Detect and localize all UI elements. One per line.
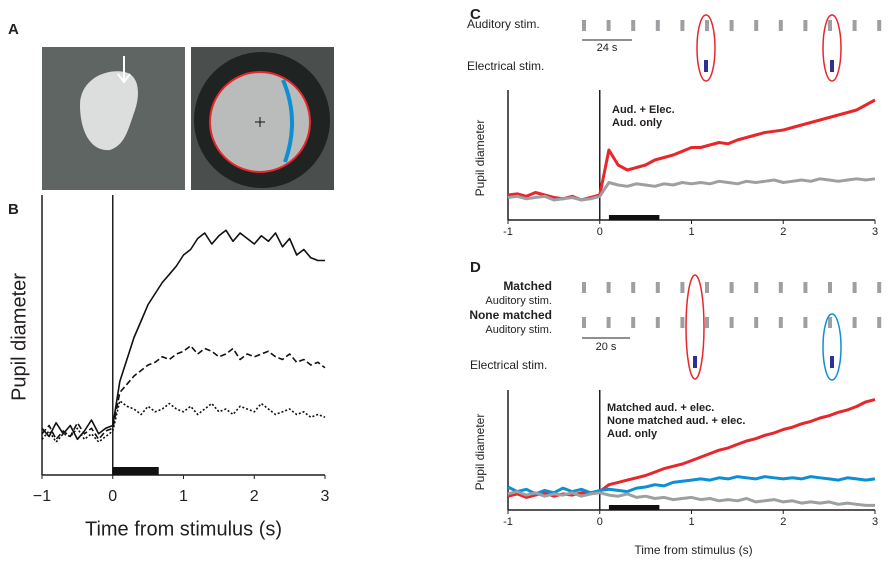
schematic-tick [631, 20, 636, 31]
schematic-tick [655, 282, 660, 293]
x-tick-label: 2 [780, 516, 786, 528]
legend-entry: None matched aud. + elec. [607, 415, 745, 427]
electrical-stim [830, 60, 834, 72]
schematic-tick [705, 282, 709, 293]
x-tick-label: 1 [179, 488, 188, 505]
schematic-tick [877, 20, 882, 31]
stimulus-bar [608, 215, 660, 220]
highlight [685, 274, 705, 380]
schematic-tick [631, 317, 636, 328]
schematic-tick [778, 282, 783, 293]
schematic-tick [754, 317, 759, 328]
schematic-tick [877, 282, 882, 293]
schematic-tick [582, 282, 586, 293]
schematic-tick [680, 317, 685, 328]
x-tick-label: -1 [503, 516, 513, 528]
schematic-tick [778, 20, 783, 31]
x-tick-label: 0 [597, 516, 603, 528]
y-axis-label: Pupil diameter [8, 273, 30, 401]
schematic-label: Auditory stim. [485, 324, 552, 336]
x-tick-label: 3 [321, 488, 330, 505]
panel-label: A [8, 21, 19, 38]
x-tick-label: 0 [597, 226, 603, 238]
schematic-tick [705, 20, 709, 31]
pupil-image-raw [42, 47, 185, 190]
schematic-tick [631, 282, 636, 293]
schematic-tick [680, 20, 685, 31]
panel-label: B [8, 201, 19, 218]
scale-bar-label: 20 s [596, 341, 617, 353]
x-tick-label: 2 [780, 226, 786, 238]
highlight [822, 313, 842, 381]
schematic-tick [606, 20, 611, 31]
schematic-tick [828, 317, 832, 328]
schematic-label: Electrical stim. [470, 358, 547, 372]
schematic-tick [828, 20, 832, 31]
schematic-tick [582, 20, 586, 31]
x-tick-label: 0 [108, 488, 117, 505]
highlight [822, 14, 842, 82]
line-series [507, 177, 876, 202]
schematic-tick [803, 20, 808, 31]
schematic-tick [655, 20, 660, 31]
schematic-tick [778, 317, 783, 328]
y-axis-label: Pupil diameter [473, 120, 487, 197]
schematic-tick [729, 317, 734, 328]
x-tick-label: −1 [33, 488, 51, 505]
schematic-tick [705, 317, 709, 328]
line-series [41, 400, 326, 443]
highlight [696, 14, 716, 82]
x-tick-label: -1 [503, 226, 513, 238]
schematic-label: None matched [469, 308, 552, 322]
schematic-tick [655, 317, 660, 328]
x-tick-label: 1 [688, 226, 694, 238]
schematic-tick [754, 20, 759, 31]
x-tick-label: 3 [872, 226, 878, 238]
legend-entry: Matched aud. + elec. [607, 402, 714, 414]
x-axis-label: Time from stimulus (s) [634, 543, 752, 557]
schematic-tick [803, 282, 808, 293]
schematic-label: Auditory stim. [467, 17, 540, 31]
schematic-tick [828, 282, 832, 293]
line-series [41, 345, 326, 441]
schematic-tick [606, 282, 611, 293]
y-axis-label: Pupil diameter [473, 414, 487, 491]
schematic-tick [877, 317, 882, 328]
schematic-label: Electrical stim. [467, 59, 544, 73]
schematic-tick [852, 317, 857, 328]
schematic-tick [582, 317, 586, 328]
schematic-tick [729, 282, 734, 293]
schematic-tick [754, 282, 759, 293]
legend-entry: Aud. + Elec. [612, 104, 675, 116]
electrical-stim [830, 356, 834, 368]
schematic-label: Matched [503, 279, 552, 293]
x-tick-label: 3 [872, 516, 878, 528]
schematic-tick [803, 317, 808, 328]
line-series [507, 475, 876, 496]
schematic-label: Auditory stim. [485, 295, 552, 307]
schematic-tick [729, 20, 734, 31]
line-series [41, 229, 325, 441]
schematic-tick [852, 282, 857, 293]
x-tick-label: 1 [688, 516, 694, 528]
scale-bar-label: 24 s [597, 42, 618, 54]
stimulus-bar [112, 467, 159, 475]
panel-label: C [470, 6, 481, 23]
electrical-stim [704, 60, 708, 72]
stimulus-bar [608, 505, 660, 510]
panel-label: D [470, 259, 481, 276]
schematic-tick [606, 317, 611, 328]
x-tick-label: 2 [250, 488, 259, 505]
legend-entry: Aud. only [607, 428, 658, 440]
line-series [507, 490, 875, 507]
legend-entry: Aud. only [612, 117, 663, 129]
pupil-image-fit [191, 47, 334, 190]
schematic-tick [680, 282, 685, 293]
schematic-tick [852, 20, 857, 31]
x-axis-label: Time from stimulus (s) [85, 518, 282, 540]
electrical-stim [693, 356, 697, 368]
